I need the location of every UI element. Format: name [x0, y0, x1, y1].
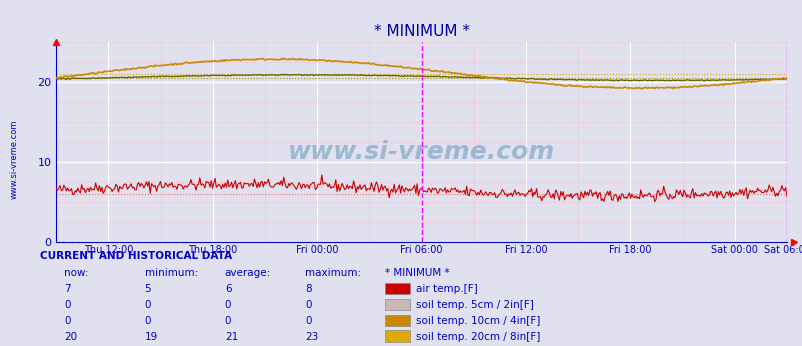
Text: 20: 20: [64, 332, 77, 342]
Text: 0: 0: [144, 316, 151, 326]
Text: now:: now:: [64, 268, 89, 278]
Text: 23: 23: [305, 332, 318, 342]
Text: 7: 7: [64, 284, 71, 294]
Text: 0: 0: [64, 300, 71, 310]
Text: 21: 21: [225, 332, 238, 342]
Text: 0: 0: [305, 300, 311, 310]
Text: soil temp. 5cm / 2in[F]: soil temp. 5cm / 2in[F]: [415, 300, 533, 310]
Text: www.si-vreme.com: www.si-vreme.com: [10, 119, 18, 199]
Bar: [385, 315, 409, 326]
Text: 0: 0: [305, 316, 311, 326]
Text: average:: average:: [225, 268, 271, 278]
Text: 5: 5: [144, 284, 151, 294]
Bar: [385, 283, 409, 294]
Text: 8: 8: [305, 284, 311, 294]
Bar: [385, 330, 409, 342]
Text: maximum:: maximum:: [305, 268, 361, 278]
Text: air temp.[F]: air temp.[F]: [415, 284, 477, 294]
Bar: [385, 299, 409, 310]
Text: 0: 0: [144, 300, 151, 310]
Text: 0: 0: [64, 316, 71, 326]
Text: minimum:: minimum:: [144, 268, 197, 278]
Text: CURRENT AND HISTORICAL DATA: CURRENT AND HISTORICAL DATA: [40, 251, 232, 261]
Title: * MINIMUM *: * MINIMUM *: [373, 24, 469, 39]
Text: soil temp. 10cm / 4in[F]: soil temp. 10cm / 4in[F]: [415, 316, 540, 326]
Text: 19: 19: [144, 332, 158, 342]
Text: 0: 0: [225, 316, 231, 326]
Text: 6: 6: [225, 284, 231, 294]
Text: www.si-vreme.com: www.si-vreme.com: [288, 140, 554, 164]
Text: * MINIMUM *: * MINIMUM *: [385, 268, 449, 278]
Text: 0: 0: [225, 300, 231, 310]
Text: soil temp. 20cm / 8in[F]: soil temp. 20cm / 8in[F]: [415, 332, 540, 342]
